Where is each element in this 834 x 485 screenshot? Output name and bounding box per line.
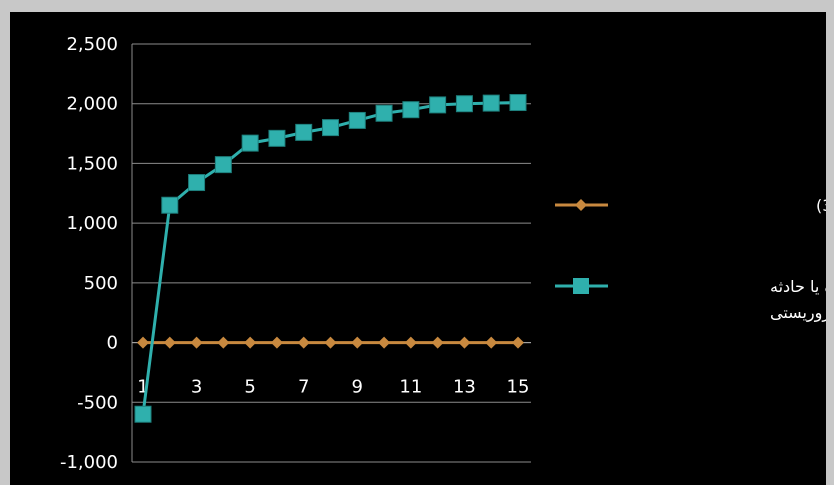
y-tick-label: 1,500	[66, 153, 118, 174]
legend-label-line1: جنگ یا حادثه	[770, 277, 826, 296]
data-point-diamond	[458, 336, 471, 349]
data-point-diamond	[324, 336, 337, 349]
x-tick-label: 3	[191, 377, 202, 398]
y-tick-label: 500	[84, 273, 118, 294]
data-point-square	[482, 94, 500, 112]
data-point-square	[402, 101, 420, 119]
data-point-square	[509, 94, 527, 112]
data-point-diamond	[378, 336, 391, 349]
data-point-diamond	[217, 336, 230, 349]
data-point-diamond	[351, 336, 364, 349]
x-tick-label: 7	[298, 377, 309, 398]
x-tick-label: 9	[352, 377, 363, 398]
y-tick-label: -1,000	[60, 452, 118, 473]
data-point-diamond	[512, 336, 524, 349]
data-point-square	[322, 119, 339, 137]
legend-label: شماره حادثه (جدول 3)	[816, 196, 826, 216]
y-tick-label: 2,500	[66, 34, 118, 55]
data-point-square	[214, 156, 232, 174]
data-point-diamond	[163, 336, 176, 349]
data-point-square	[161, 196, 179, 214]
data-point-square	[268, 129, 286, 147]
data-point-square	[455, 95, 473, 113]
x-tick-label: 15	[507, 377, 530, 398]
legend-marker-diamond	[575, 199, 587, 211]
data-point-square	[188, 174, 206, 192]
data-point-square	[348, 111, 366, 129]
y-tick-label: 0	[107, 333, 118, 354]
series-line	[141, 101, 519, 415]
data-point-diamond	[431, 336, 444, 349]
data-point-square	[429, 96, 447, 114]
legend-label-line2: بیوتروریستی	[770, 303, 826, 323]
data-point-diamond	[404, 336, 417, 349]
data-point-diamond	[297, 336, 310, 349]
y-tick-label: -500	[77, 392, 118, 413]
x-tick-label: 13	[453, 377, 476, 398]
data-point-square	[295, 123, 313, 141]
data-point-square	[241, 134, 259, 152]
y-tick-label: 2,000	[66, 94, 118, 115]
data-point-diamond	[485, 336, 498, 349]
data-point-diamond	[270, 336, 283, 349]
y-tick-label: 1,000	[66, 213, 118, 234]
x-tick-label: 5	[244, 377, 255, 398]
data-point-diamond	[190, 336, 203, 349]
x-tick-label: 1	[137, 377, 148, 398]
legend-marker-square	[573, 278, 589, 294]
chart-frame: 2,500 2,000 1,500 1,000 500 0 -500 -1,000 1 3 5 7 9 1…	[10, 12, 826, 485]
data-point-square	[134, 405, 152, 423]
data-point-diamond	[244, 336, 257, 349]
x-tick-label: 11	[399, 377, 422, 398]
data-point-diamond	[137, 336, 149, 349]
data-point-square	[375, 104, 393, 122]
